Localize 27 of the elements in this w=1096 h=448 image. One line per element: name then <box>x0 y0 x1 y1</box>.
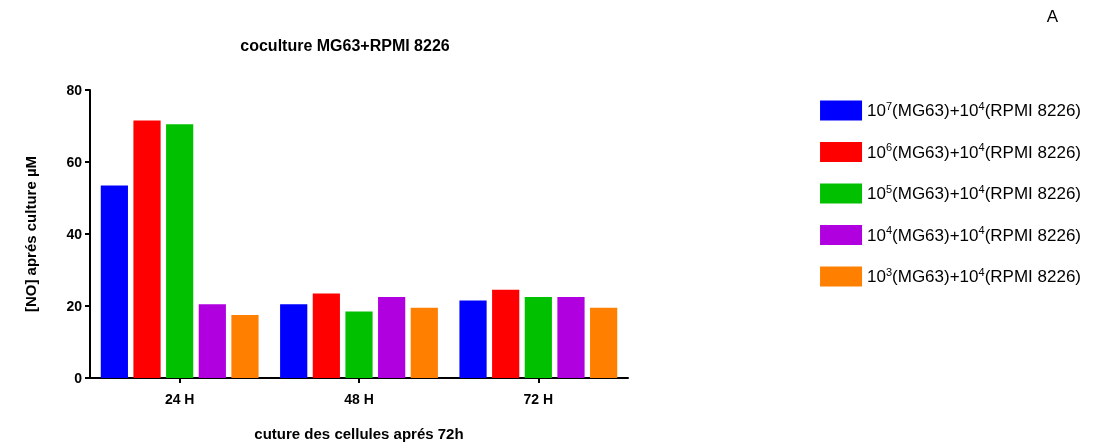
bar <box>280 304 308 378</box>
y-tick-label: 80 <box>66 82 83 98</box>
text: A <box>1046 7 1059 26</box>
x-tick-label: 24 H <box>164 391 195 407</box>
chart-title: coculture MG63+RPMI 8226 <box>240 36 450 54</box>
bar <box>231 315 259 378</box>
bar <box>312 293 340 378</box>
y-axis-title: [NO] aprés culture µM <box>22 155 39 313</box>
y-tick-label: 60 <box>66 154 83 170</box>
x-tick-label: 72 H <box>523 391 554 407</box>
y-tick-label: 0 <box>74 370 83 386</box>
bar <box>166 124 194 378</box>
bar <box>557 297 585 378</box>
bar <box>378 297 406 378</box>
bar <box>410 307 438 378</box>
bar <box>459 300 487 378</box>
bar <box>198 304 226 378</box>
x-axis-title: cuture des cellules aprés 72h <box>254 425 464 442</box>
bar <box>524 297 552 378</box>
x-tick-label: 48 H <box>344 391 374 407</box>
y-tick-label: 20 <box>66 298 83 314</box>
bar <box>100 185 128 378</box>
bar <box>590 307 618 378</box>
y-tick-label: 40 <box>66 226 83 242</box>
bar <box>133 120 161 378</box>
bar <box>492 289 520 378</box>
bar <box>345 311 373 378</box>
